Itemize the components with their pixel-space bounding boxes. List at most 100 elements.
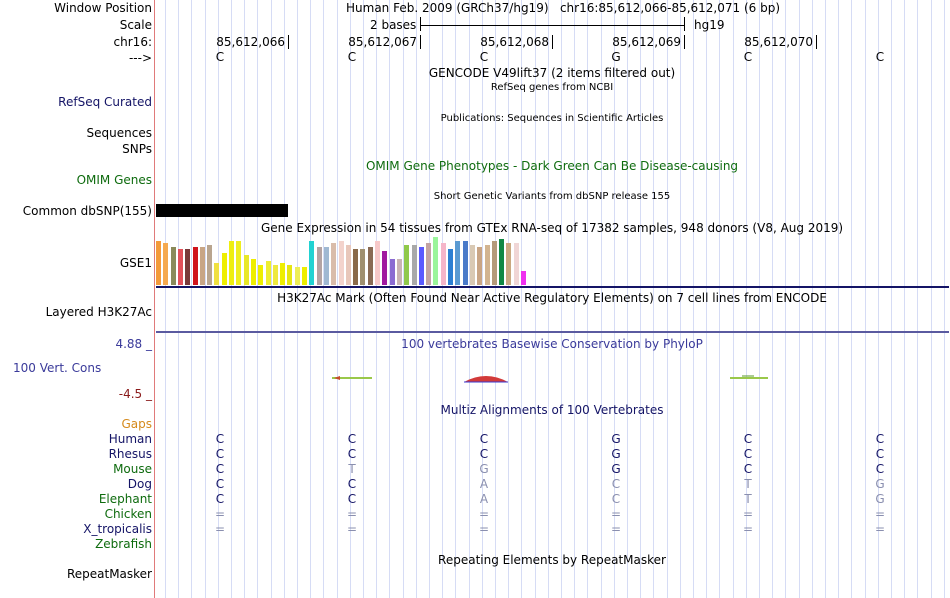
grid-line <box>587 0 588 598</box>
alignment-base: = <box>874 522 886 536</box>
gtex-track-title[interactable]: Gene Expression in 54 tissues from GTEx … <box>260 221 844 235</box>
gtex-tissue-bar[interactable] <box>221 253 227 285</box>
reference-base: C <box>743 50 753 64</box>
gtex-tissue-bar[interactable] <box>214 263 220 285</box>
gtex-tissue-bar[interactable] <box>375 241 380 285</box>
alignment-base: C <box>875 432 885 446</box>
gtex-tissue-bar[interactable] <box>513 243 519 285</box>
gtex-tissue-bar[interactable] <box>411 245 417 285</box>
gtex-tissue-bar[interactable] <box>207 245 213 285</box>
gtex-tissue-bar[interactable] <box>185 249 191 285</box>
gtex-tissue-bar[interactable] <box>229 241 234 285</box>
repeat-track-title[interactable]: Repeating Elements by RepeatMasker <box>438 553 666 567</box>
phylop-track-title[interactable]: 100 vertebrates Basewise Conservation by… <box>401 337 703 351</box>
gtex-tissue-bar[interactable] <box>309 241 315 285</box>
gtex-tissue-bar[interactable] <box>462 241 468 285</box>
phylop-graph[interactable] <box>156 368 949 388</box>
gtex-bar-chart[interactable] <box>156 237 536 285</box>
gtex-tissue-bar[interactable] <box>345 245 351 285</box>
gtex-label[interactable]: GSE1 <box>119 256 152 270</box>
gtex-tissue-bar[interactable] <box>353 249 359 285</box>
alignment-base: G <box>479 462 489 476</box>
gtex-tissue-bar[interactable] <box>156 241 161 285</box>
phylop-label[interactable]: 100 Vert. Cons <box>13 361 102 375</box>
gtex-tissue-bar[interactable] <box>265 261 271 285</box>
grid-line <box>561 0 562 598</box>
species-label-chicken[interactable]: Chicken <box>104 507 152 521</box>
sequences-label[interactable]: Sequences <box>86 126 152 140</box>
gtex-tissue-bar[interactable] <box>236 241 242 285</box>
dbsnp-label[interactable]: Common dbSNP(155) <box>22 204 152 218</box>
ruler-tick <box>684 35 685 49</box>
gtex-tissue-bar[interactable] <box>272 265 278 285</box>
alignment-base: C <box>611 477 621 491</box>
gtex-tissue-bar[interactable] <box>455 241 461 285</box>
refseq-track-title[interactable]: RefSeq genes from NCBI <box>490 82 614 93</box>
species-label-rhesus[interactable]: Rhesus <box>108 447 152 461</box>
grid-line <box>706 0 707 598</box>
gtex-tissue-bar[interactable] <box>302 267 307 285</box>
species-label-elephant[interactable]: Elephant <box>98 492 152 506</box>
gtex-tissue-bar[interactable] <box>243 255 249 285</box>
gtex-tissue-bar[interactable] <box>323 247 329 285</box>
gtex-tissue-bar[interactable] <box>338 241 344 285</box>
gtex-tissue-bar[interactable] <box>499 239 505 285</box>
grid-line <box>376 0 377 598</box>
gtex-tissue-bar[interactable] <box>287 265 293 285</box>
gtex-tissue-bar[interactable] <box>367 247 373 285</box>
gtex-tissue-bar[interactable] <box>294 267 300 285</box>
gtex-tissue-bar[interactable] <box>491 241 497 285</box>
repeat-label[interactable]: RepeatMasker <box>66 567 152 581</box>
species-label-x_tropicalis[interactable]: X_tropicalis <box>83 522 152 536</box>
publications-track-title[interactable]: Publications: Sequences in Scientific Ar… <box>440 113 664 124</box>
gencode-track-title[interactable]: GENCODE V49lift37 (2 items filtered out) <box>428 66 676 80</box>
gtex-tissue-bar[interactable] <box>521 271 526 285</box>
gtex-tissue-bar[interactable] <box>426 243 432 285</box>
gtex-tissue-bar[interactable] <box>316 247 322 285</box>
alignment-base: C <box>215 477 225 491</box>
dbsnp-track-title[interactable]: Short Genetic Variants from dbSNP releas… <box>433 191 671 202</box>
gtex-tissue-bar[interactable] <box>440 243 446 285</box>
species-label-zebrafish[interactable]: Zebrafish <box>95 537 152 551</box>
gtex-tissue-bar[interactable] <box>448 249 453 285</box>
gtex-tissue-bar[interactable] <box>477 247 483 285</box>
strand-label: ---> <box>128 51 152 65</box>
gtex-tissue-bar[interactable] <box>192 247 198 285</box>
multiz-track-title[interactable]: Multiz Alignments of 100 Vertebrates <box>440 403 664 417</box>
gtex-tissue-bar[interactable] <box>250 259 256 285</box>
gtex-tissue-bar[interactable] <box>170 247 176 285</box>
gtex-tissue-bar[interactable] <box>360 249 366 285</box>
gtex-tissue-bar[interactable] <box>396 259 402 285</box>
species-label-human[interactable]: Human <box>108 432 152 446</box>
gtex-tissue-bar[interactable] <box>404 245 410 285</box>
gtex-tissue-bar[interactable] <box>382 251 388 285</box>
species-label-mouse[interactable]: Mouse <box>113 462 152 476</box>
gtex-tissue-bar[interactable] <box>433 237 439 285</box>
gtex-tissue-bar[interactable] <box>163 243 169 285</box>
grid-line <box>891 0 892 598</box>
gaps-label[interactable]: Gaps <box>121 417 152 431</box>
gtex-tissue-bar[interactable] <box>506 243 512 285</box>
gtex-tissue-bar[interactable] <box>484 245 490 285</box>
alignment-base: C <box>743 432 753 446</box>
h3k27ac-label[interactable]: Layered H3K27Ac <box>45 305 152 319</box>
gtex-tissue-bar[interactable] <box>418 247 424 285</box>
gtex-tissue-bar[interactable] <box>199 247 205 285</box>
gtex-tissue-bar[interactable] <box>280 263 286 285</box>
alignment-base: T <box>348 462 356 476</box>
dbsnp-variant-feature[interactable] <box>156 204 288 217</box>
omim-label[interactable]: OMIM Genes <box>76 173 152 187</box>
gtex-tissue-bar[interactable] <box>258 265 264 285</box>
h3k27ac-track-title[interactable]: H3K27Ac Mark (Often Found Near Active Re… <box>277 291 827 305</box>
gtex-tissue-bar[interactable] <box>469 245 475 285</box>
gtex-tissue-bar[interactable] <box>331 243 337 285</box>
gtex-tissue-bar[interactable] <box>389 259 395 285</box>
alignment-base: C <box>215 492 225 506</box>
refseq-label[interactable]: RefSeq Curated <box>58 95 152 109</box>
ruler-position-label: 85,612,069 <box>612 35 681 49</box>
h3k27ac-baseline <box>156 331 949 333</box>
omim-track-title[interactable]: OMIM Gene Phenotypes - Dark Green Can Be… <box>365 159 739 173</box>
snps-label[interactable]: SNPs <box>122 142 152 156</box>
gtex-tissue-bar[interactable] <box>177 249 183 285</box>
species-label-dog[interactable]: Dog <box>127 477 152 491</box>
